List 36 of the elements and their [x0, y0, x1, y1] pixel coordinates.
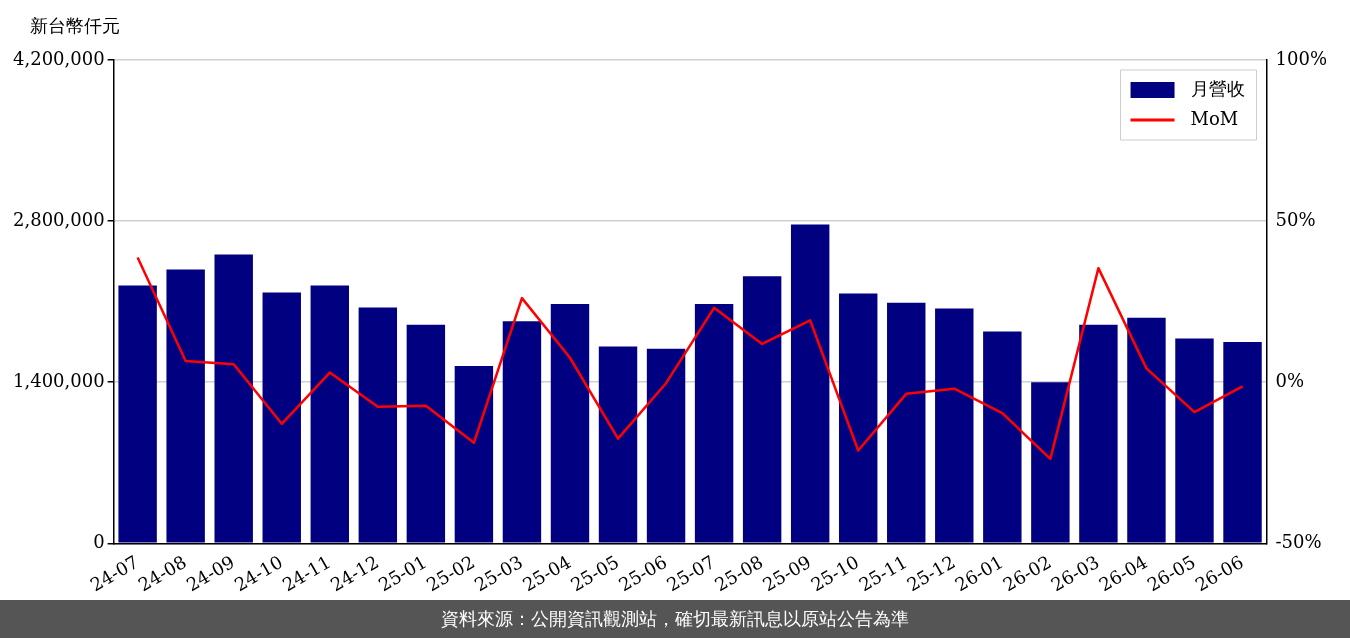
bar [310, 285, 349, 543]
bar [598, 346, 638, 543]
bar [935, 308, 974, 543]
bar [646, 348, 686, 543]
bar [1223, 341, 1262, 543]
legend-label: MoM [1190, 107, 1239, 129]
bar [358, 307, 398, 543]
bar [502, 321, 542, 543]
y-tick-label: 1,400,000 [13, 369, 105, 391]
y-tick-label: 2,800,000 [13, 208, 105, 230]
bar [166, 269, 205, 543]
bar [694, 303, 734, 543]
y-tick-label: 0 [93, 531, 105, 553]
source-note: 資料來源：公開資訊觀測站，確切最新訊息以原站公告為準 [0, 600, 1350, 638]
bar [1031, 382, 1070, 543]
bar [454, 366, 494, 543]
bar [1175, 338, 1214, 543]
y2-tick-label: 50% [1275, 208, 1316, 230]
bar [742, 276, 782, 543]
y2-tick-label: -50% [1275, 531, 1322, 553]
bar [1127, 317, 1166, 543]
bar [790, 224, 830, 543]
bar [406, 324, 446, 543]
bar [214, 254, 253, 543]
legend-label: 月營收 [1190, 77, 1245, 99]
bar [1079, 324, 1118, 543]
bar [839, 293, 878, 543]
y2-tick-label: 0% [1275, 369, 1305, 391]
y2-tick-label: 100% [1275, 47, 1328, 69]
y-tick-label: 4,200,000 [13, 47, 105, 69]
bar [118, 285, 157, 543]
y-axis-title: 新台幣仟元 [30, 14, 120, 38]
bar [550, 303, 590, 543]
bar [262, 292, 301, 543]
bar [983, 331, 1022, 543]
bar [887, 302, 926, 543]
